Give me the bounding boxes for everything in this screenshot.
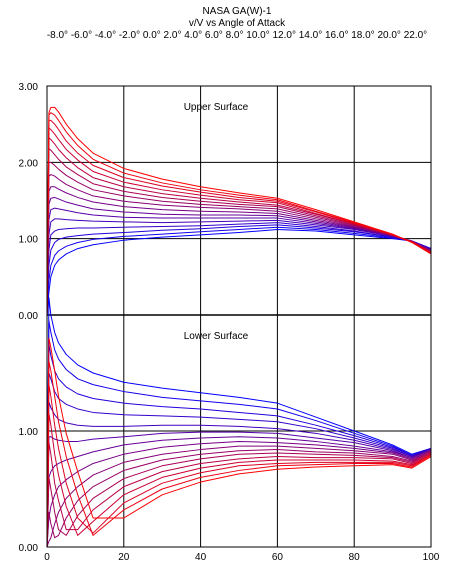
x-tick-label: 20 xyxy=(118,552,130,563)
series-line-lower xyxy=(46,451,432,548)
series-line-lower xyxy=(46,401,432,548)
y-axis-ticks: 0.00 1.00 2.00 3.00 0.00 1.00 xyxy=(19,82,39,554)
series-line-lower xyxy=(46,445,432,548)
series-line-upper xyxy=(46,127,432,316)
series-line-upper xyxy=(46,174,432,316)
series-line-upper xyxy=(46,218,432,316)
series-line-lower xyxy=(46,449,432,548)
series-line-upper xyxy=(46,224,432,316)
chart-subtitle: v/V vs Angle of Attack xyxy=(189,18,286,29)
series-line-upper xyxy=(46,119,432,316)
series-line-lower xyxy=(46,297,432,548)
series-line-lower xyxy=(46,413,432,548)
x-axis-ticks: 0 20 40 60 80 100 xyxy=(44,552,440,563)
series-line-upper xyxy=(46,207,432,316)
series-line-lower xyxy=(46,440,432,548)
series-line-upper xyxy=(46,222,432,316)
series-line-upper xyxy=(46,226,432,316)
series-line-upper xyxy=(46,161,432,316)
series-line-lower xyxy=(46,337,432,548)
plot-area: Upper Surface Lower Surface 0.00 1.00 2.00 3… xyxy=(19,82,440,563)
series-line-upper xyxy=(46,196,432,316)
series-line-lower xyxy=(46,431,432,548)
plot-border xyxy=(46,85,432,548)
y-tick-label: 2.00 xyxy=(19,158,39,169)
y-tick-label: 1.00 xyxy=(19,235,39,246)
series-line-lower xyxy=(46,320,432,548)
y-tick-label: 0.00 xyxy=(19,543,39,554)
x-tick-label: 80 xyxy=(349,552,361,563)
chart-title: NASA GA(W)-1 xyxy=(203,6,272,17)
angle-legend: -8.0° -6.0° -4.0° -2.0° 0.0° 2.0° 4.0° 6… xyxy=(47,30,427,41)
series-line-upper xyxy=(46,229,432,316)
series-line-lower xyxy=(46,360,432,548)
series-line-upper xyxy=(46,112,432,316)
plot-background xyxy=(47,86,431,547)
panel-label: Upper Surface xyxy=(184,102,249,113)
series-line-upper xyxy=(46,148,432,316)
panel-label: Lower Surface xyxy=(184,331,249,342)
x-tick-label: 0 xyxy=(44,552,50,563)
y-tick-label: 0.00 xyxy=(19,311,39,322)
series-line-upper xyxy=(46,186,432,316)
x-tick-label: 40 xyxy=(195,552,207,563)
x-tick-label: 60 xyxy=(272,552,284,563)
y-tick-label: 3.00 xyxy=(19,82,39,93)
series-line-upper xyxy=(46,106,432,316)
series-layer xyxy=(46,106,432,548)
panel-labels: Upper Surface Lower Surface xyxy=(184,102,249,342)
x-tick-label: 100 xyxy=(423,552,440,563)
series-line-lower xyxy=(46,384,432,548)
series-line-lower xyxy=(46,442,432,548)
y-tick-label: 1.00 xyxy=(19,427,39,438)
series-line-lower xyxy=(46,436,432,548)
